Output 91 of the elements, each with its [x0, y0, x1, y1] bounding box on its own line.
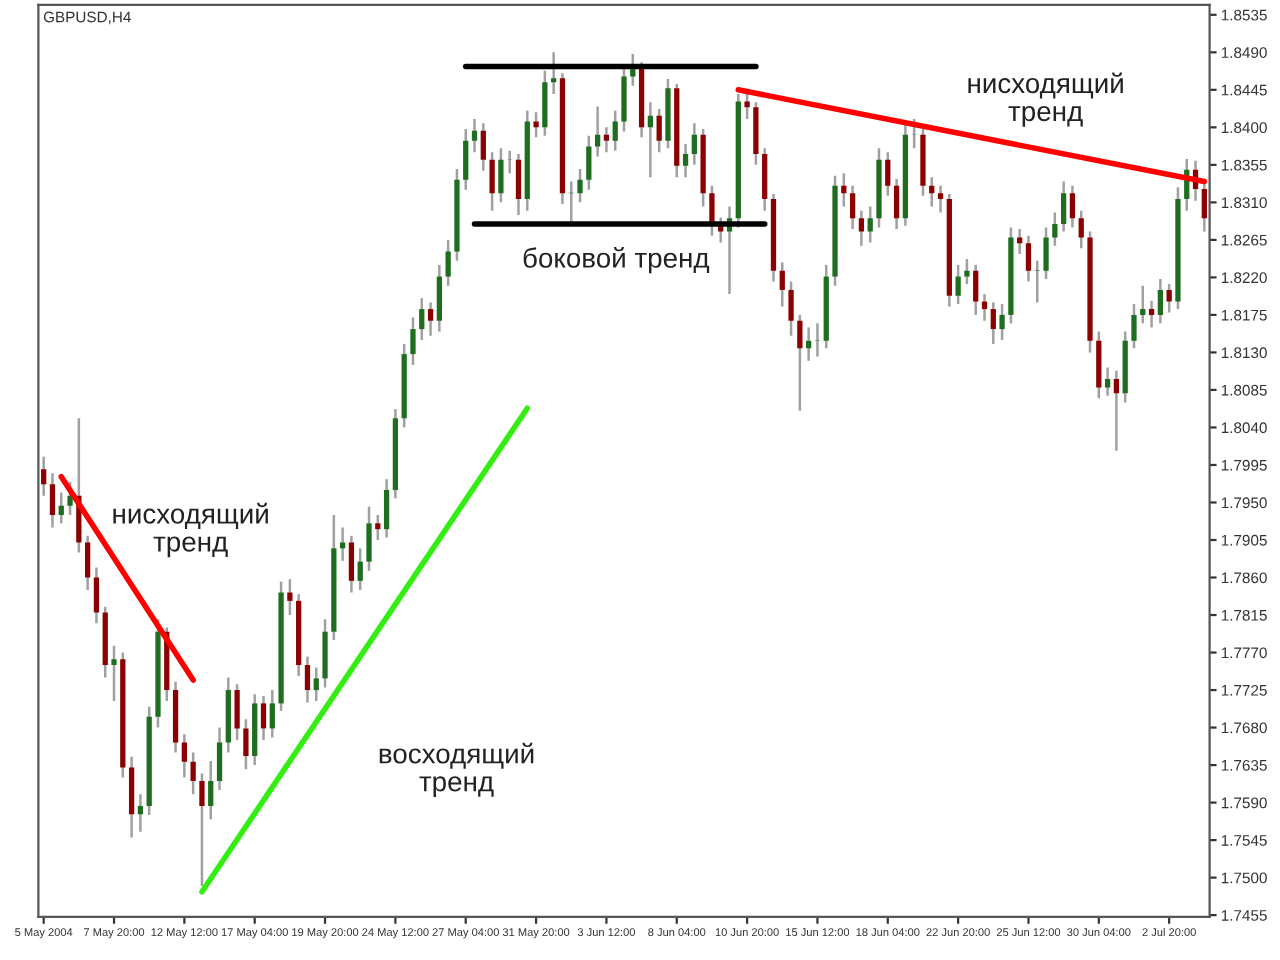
- candlestick: [990, 301, 996, 346]
- candlestick: [269, 688, 275, 739]
- candlestick: [893, 177, 900, 231]
- candlestick: [1113, 369, 1120, 453]
- candlestick: [93, 566, 100, 625]
- candlestick: [682, 142, 689, 179]
- candlestick: [594, 105, 601, 158]
- candlestick: [533, 111, 539, 139]
- candlestick: [243, 717, 249, 771]
- candlestick: [489, 151, 495, 212]
- candlestick: [937, 184, 944, 214]
- candlestick: [753, 101, 759, 167]
- candlestick: [383, 477, 390, 539]
- candlestick: [885, 151, 891, 197]
- candlestick: [612, 109, 618, 152]
- candlestick: [1025, 234, 1032, 283]
- candlestick: [49, 472, 56, 529]
- candlestick: [973, 263, 979, 317]
- candlestick: [1166, 282, 1172, 314]
- candlestick: [1069, 184, 1076, 229]
- candlestick: [137, 793, 144, 834]
- candlestick: [128, 755, 135, 839]
- candlestick: [445, 238, 451, 287]
- candlestick: [542, 69, 548, 137]
- candlestick: [797, 313, 803, 413]
- candlestick: [788, 280, 794, 337]
- candlestick: [348, 534, 355, 594]
- candlestick: [867, 205, 873, 244]
- candlestick: [313, 666, 319, 703]
- candlestick: [419, 296, 425, 342]
- candlestick: [577, 167, 583, 204]
- candlestick: [1078, 209, 1084, 250]
- candlestick: [480, 121, 486, 172]
- candlestick: [691, 121, 697, 167]
- candlestick: [111, 644, 117, 703]
- candlestick: [603, 126, 610, 154]
- candlestick: [471, 117, 478, 154]
- annotation: восходящий тренд: [379, 742, 534, 797]
- candlestick: [1201, 180, 1207, 233]
- candlestick: [304, 655, 311, 704]
- candlestick: [1096, 330, 1102, 400]
- candlestick: [366, 505, 372, 573]
- candlestick: [964, 257, 970, 286]
- candlestick: [849, 184, 856, 231]
- candlestick: [357, 547, 363, 592]
- candlestick: [1157, 277, 1163, 325]
- candlestick: [1104, 366, 1111, 398]
- candlestick: [234, 682, 240, 742]
- candlestick: [999, 302, 1005, 342]
- candlestick: [427, 301, 434, 337]
- candlestick: [436, 263, 442, 333]
- candlestick: [190, 751, 196, 796]
- candlestick: [322, 617, 328, 689]
- candlestick: [586, 134, 592, 192]
- candlestick: [1131, 302, 1137, 350]
- candlestick: [41, 455, 47, 498]
- candlestick: [1043, 226, 1049, 281]
- annotation: нисходящий тренд: [113, 502, 268, 558]
- annotation: боковой тренд: [523, 246, 710, 274]
- candlestick: [1061, 180, 1067, 233]
- candlestick: [410, 316, 416, 367]
- candlestick: [955, 263, 961, 306]
- candlestick: [779, 261, 785, 308]
- candlestick: [656, 107, 662, 154]
- candlestick: [216, 726, 223, 792]
- candlestick: [744, 88, 750, 121]
- candlestick: [507, 149, 513, 175]
- candlestick: [814, 322, 821, 358]
- candlestick: [58, 491, 64, 525]
- candlestick: [1017, 227, 1023, 256]
- candlestick: [67, 480, 73, 517]
- candlestick: [208, 759, 214, 821]
- candlestick: [858, 209, 865, 247]
- candlestick: [911, 117, 917, 150]
- candlestick: [199, 772, 205, 888]
- candlestick: [515, 152, 522, 217]
- candlestick: [463, 127, 469, 192]
- candlestick: [260, 694, 267, 742]
- candlestick: [181, 732, 187, 779]
- candlestick: [551, 51, 557, 96]
- candlestick: [287, 577, 293, 617]
- candlestick: [498, 146, 504, 204]
- candlestick: [339, 526, 346, 563]
- candlestick: [375, 513, 381, 542]
- candlestick: [1052, 211, 1058, 247]
- candlestick: [762, 146, 768, 212]
- annotation: нисходящий тренд: [968, 72, 1123, 127]
- candlestick: [1140, 284, 1146, 325]
- candlestick: [621, 63, 627, 133]
- candlestick: [85, 534, 91, 592]
- candlestick: [1148, 299, 1155, 329]
